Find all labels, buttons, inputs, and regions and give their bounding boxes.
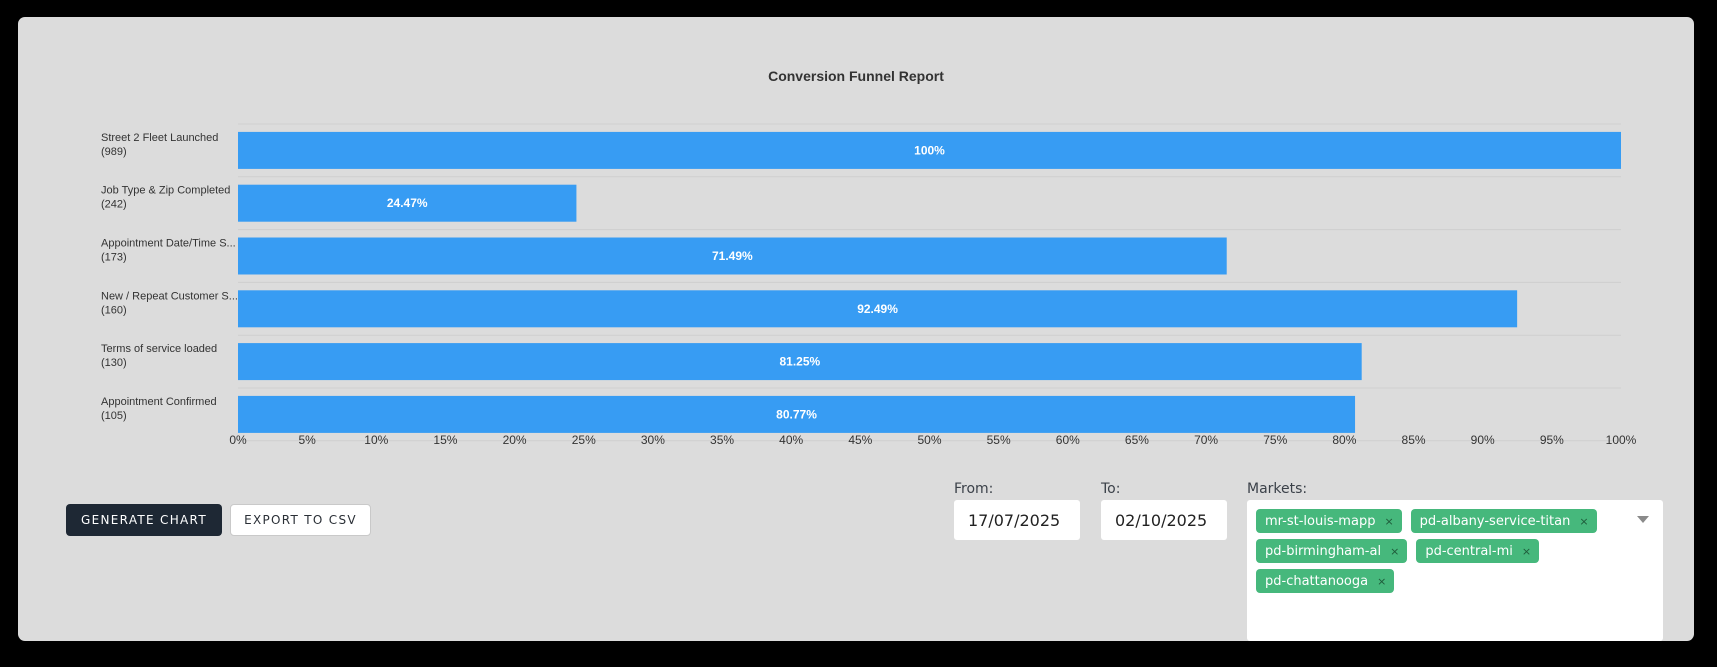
- market-tag: pd-birmingham-al ×: [1256, 539, 1408, 563]
- market-tag: pd-central-mi ×: [1416, 539, 1540, 563]
- market-tags: mr-st-louis-mapp × pd-albany-service-titan…: [1256, 506, 1626, 596]
- market-tag: pd-albany-service-titan ×: [1410, 509, 1597, 533]
- x-tick-label: 15%: [433, 433, 457, 447]
- remove-tag-icon[interactable]: ×: [1377, 574, 1387, 588]
- bar-2: [238, 237, 1227, 275]
- category-count: (173): [101, 252, 127, 264]
- bar-0: [238, 131, 1621, 169]
- to-date-input[interactable]: [1101, 500, 1227, 540]
- export-csv-button[interactable]: EXPORT TO CSV: [230, 504, 371, 536]
- dropdown-caret-icon[interactable]: [1637, 516, 1649, 523]
- category-count: (242): [101, 199, 127, 211]
- x-tick-label: 35%: [710, 433, 734, 447]
- funnel-chart: Conversion Funnel Report 100% Street 2 Fl…: [101, 68, 1637, 447]
- x-tick-label: 25%: [572, 433, 596, 447]
- bar-5: [238, 395, 1356, 433]
- x-tick-label: 55%: [987, 433, 1011, 447]
- x-tick-label: 70%: [1194, 433, 1218, 447]
- category-count: (130): [101, 357, 127, 369]
- chart-title: Conversion Funnel Report: [768, 68, 944, 84]
- x-tick-label: 90%: [1471, 433, 1495, 447]
- market-tag-label: pd-chattanooga: [1265, 573, 1369, 589]
- category-count: (160): [101, 304, 127, 316]
- x-tick-label: 5%: [298, 433, 316, 447]
- bar-value-label: 71.49%: [712, 249, 753, 263]
- from-label: From:: [954, 481, 994, 497]
- x-tick-label: 75%: [1263, 433, 1287, 447]
- x-tick-label: 45%: [848, 433, 872, 447]
- x-tick-label: 60%: [1056, 433, 1080, 447]
- from-date-input[interactable]: [954, 500, 1080, 540]
- category-count: (105): [101, 410, 127, 422]
- category-label: Job Type & Zip Completed: [101, 185, 230, 197]
- markets-label: Markets:: [1247, 481, 1308, 497]
- remove-tag-icon[interactable]: ×: [1521, 544, 1532, 558]
- market-tag: pd-chattanooga ×: [1256, 569, 1395, 593]
- category-label: Street 2 Fleet Launched: [101, 132, 218, 144]
- x-tick-label: 20%: [503, 433, 527, 447]
- market-tag-label: pd-albany-service-titan: [1419, 513, 1571, 529]
- market-tag-label: mr-st-louis-mapp: [1265, 513, 1376, 529]
- bar-1: [238, 184, 577, 222]
- bar-value-label: 24.47%: [387, 196, 428, 210]
- category-label: Terms of service loaded: [101, 343, 217, 355]
- market-tag: mr-st-louis-mapp ×: [1256, 509, 1402, 533]
- bar-value-label: 100%: [914, 143, 945, 157]
- market-tag-label: pd-birmingham-al: [1265, 543, 1382, 559]
- bar-4: [238, 343, 1362, 381]
- x-tick-label: 0%: [229, 433, 247, 447]
- to-label: To:: [1101, 481, 1121, 497]
- x-tick-label: 100%: [1606, 433, 1637, 447]
- x-tick-label: 40%: [779, 433, 803, 447]
- category-label: Appointment Confirmed: [101, 396, 217, 408]
- x-tick-label: 50%: [917, 433, 941, 447]
- remove-tag-icon[interactable]: ×: [1390, 544, 1400, 558]
- bar-value-label: 80.77%: [776, 407, 817, 421]
- x-tick-label: 10%: [364, 433, 388, 447]
- category-count: (989): [101, 146, 127, 158]
- x-tick-label: 85%: [1402, 433, 1426, 447]
- markets-multiselect[interactable]: mr-st-louis-mapp × pd-albany-service-titan…: [1247, 500, 1663, 641]
- bar-value-label: 92.49%: [857, 302, 898, 316]
- generate-chart-button[interactable]: GENERATE CHART: [66, 504, 222, 536]
- x-tick-label: 95%: [1540, 433, 1564, 447]
- remove-tag-icon[interactable]: ×: [1579, 514, 1589, 528]
- category-label: New / Repeat Customer S...: [101, 290, 238, 302]
- x-tick-label: 65%: [1125, 433, 1149, 447]
- report-panel: Conversion Funnel Report 100% Street 2 Fl…: [18, 17, 1694, 641]
- x-tick-label: 30%: [641, 433, 665, 447]
- category-label: Appointment Date/Time S...: [101, 238, 236, 250]
- market-tag-label: pd-central-mi: [1425, 543, 1513, 559]
- bar-3: [238, 290, 1518, 328]
- remove-tag-icon[interactable]: ×: [1384, 514, 1394, 528]
- bar-value-label: 81.25%: [779, 355, 820, 369]
- x-tick-label: 80%: [1332, 433, 1356, 447]
